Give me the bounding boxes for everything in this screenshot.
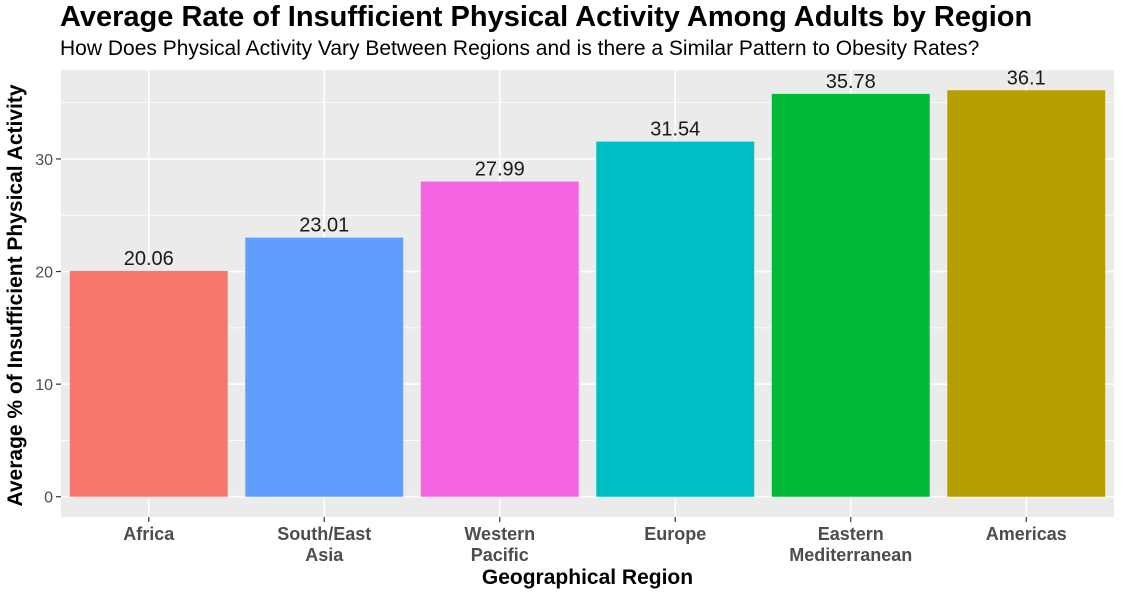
bar xyxy=(947,90,1106,497)
x-axis-title: Geographical Region xyxy=(482,566,693,589)
x-tick-label-line: Mediterranean xyxy=(789,545,912,565)
chart-subtitle: How Does Physical Activity Vary Between … xyxy=(60,37,980,60)
bar xyxy=(69,270,228,497)
y-tick-label: 0 xyxy=(44,490,53,507)
y-tick-label: 20 xyxy=(35,265,53,282)
y-tick-label: 30 xyxy=(35,152,53,169)
x-tick-label: South/East Asia xyxy=(277,524,371,565)
bar-value-label: 23.01 xyxy=(299,215,349,237)
x-tick-label-line: Eastern xyxy=(818,524,884,544)
x-tick-label-line: Western xyxy=(464,524,535,544)
bar xyxy=(420,181,579,497)
y-axis: 0 10 20 30 xyxy=(35,152,61,507)
x-tick-label-line: South/East xyxy=(277,524,371,544)
x-tick-label: Africa xyxy=(123,524,175,544)
x-axis: Africa South/East Asia Western Pacific Europe… xyxy=(123,517,1067,565)
bar-value-label: 31.54 xyxy=(650,119,700,141)
x-tick-label: Eastern Mediterranean xyxy=(789,524,912,565)
x-tick-label: Western Pacific xyxy=(464,524,535,565)
bar-value-label: 36.1 xyxy=(1007,67,1046,89)
bar-value-label: 35.78 xyxy=(826,71,876,93)
bar xyxy=(596,141,755,497)
bar xyxy=(245,237,404,497)
bar xyxy=(771,93,930,497)
chart-title: Average Rate of Insufficient Physical Ac… xyxy=(60,1,1033,33)
x-tick-label: Americas xyxy=(986,524,1067,544)
x-tick-label: Europe xyxy=(644,524,706,544)
plot-panel xyxy=(61,70,1114,517)
grid-minor xyxy=(61,102,1114,441)
y-axis-title: Average % of Insufficient Physical Activ… xyxy=(4,84,27,506)
bar-value-label: 27.99 xyxy=(475,159,525,181)
x-tick-label-line: Pacific xyxy=(471,545,529,565)
bar-value-label: 20.06 xyxy=(124,248,174,270)
x-tick-label-line: Americas xyxy=(986,524,1067,544)
data-labels-group: 20.06 23.01 27.99 31.54 35.78 36.1 xyxy=(124,67,1046,270)
y-tick-label: 10 xyxy=(35,377,53,394)
x-tick-label-line: Africa xyxy=(123,524,175,544)
x-tick-label-line: Asia xyxy=(305,545,344,565)
x-tick-label-line: Europe xyxy=(644,524,706,544)
bars-group xyxy=(69,90,1106,497)
